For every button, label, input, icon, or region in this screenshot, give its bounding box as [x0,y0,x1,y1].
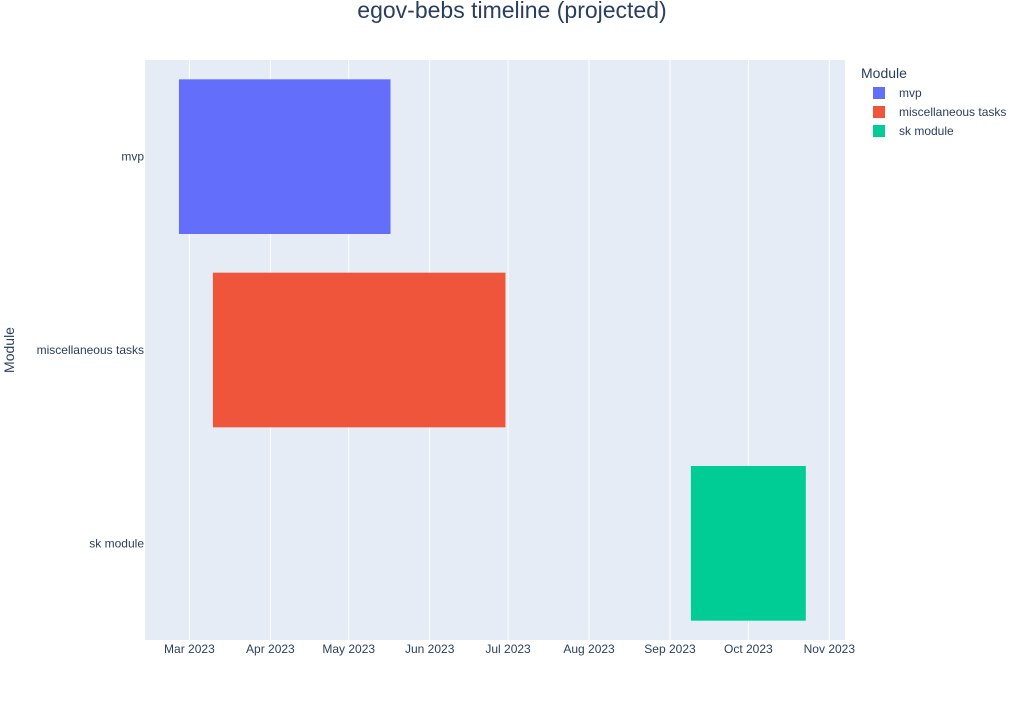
legend-item-label: miscellaneous tasks [899,105,1006,119]
legend[interactable]: Module mvp miscellaneous tasks sk module [861,65,1006,138]
bars-group [178,79,806,621]
x-tick-label: Apr 2023 [246,642,295,656]
x-tick-label: Nov 2023 [804,642,856,656]
x-tick-label: May 2023 [322,642,375,656]
x-tick-label: Oct 2023 [724,642,773,656]
legend-item-label: sk module [899,124,954,138]
bar-mvp [178,79,391,234]
legend-swatch [873,87,885,99]
legend-swatch [873,125,885,137]
chart-title: egov-bebs timeline (projected) [357,0,666,23]
x-tick-label: Aug 2023 [563,642,615,656]
legend-title: Module [861,65,907,81]
x-axis-ticks: Mar 2023 Apr 2023 May 2023 Jun 2023 Jul 2023… [164,642,855,656]
x-tick-label: Mar 2023 [164,642,215,656]
legend-item-label: mvp [899,86,922,100]
x-tick-label: Sep 2023 [644,642,696,656]
y-tick-label: mvp [121,150,144,164]
legend-swatch [873,106,885,118]
bar-miscellaneous-tasks [212,272,506,428]
x-tick-label: Jun 2023 [405,642,455,656]
x-tick-label: Jul 2023 [485,642,531,656]
y-tick-label: miscellaneous tasks [37,343,144,357]
y-tick-label: sk module [89,536,144,550]
y-axis-title: Module [1,327,17,373]
bar-sk-module [690,466,806,621]
y-axis-ticks: mvp miscellaneous tasks sk module [37,150,145,551]
